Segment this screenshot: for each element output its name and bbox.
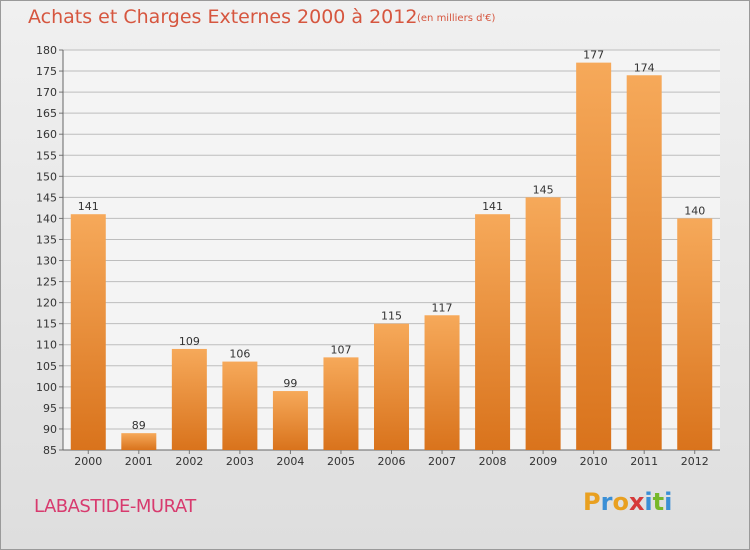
proxiti-logo: Proxiti (583, 488, 672, 516)
x-tick-label: 2008 (479, 455, 507, 468)
x-tick-label: 2010 (580, 455, 608, 468)
logo-letter: i (644, 488, 653, 516)
x-tick-label: 2001 (125, 455, 153, 468)
x-tick-label: 2003 (226, 455, 254, 468)
logo-letter: o (612, 488, 629, 516)
y-tick-label: 110 (36, 339, 57, 352)
data-label: 140 (684, 204, 705, 217)
x-tick-label: 2011 (630, 455, 658, 468)
y-tick-label: 155 (36, 149, 57, 162)
town-name: LABASTIDE-MURAT (34, 496, 196, 517)
y-tick-label: 130 (36, 255, 57, 268)
logo-letter: r (600, 488, 613, 516)
y-tick-label: 90 (43, 423, 57, 436)
y-tick-label: 160 (36, 128, 57, 141)
y-tick-label: 115 (36, 318, 57, 331)
data-label: 99 (283, 377, 297, 390)
data-label: 109 (179, 335, 200, 348)
data-label: 141 (482, 200, 503, 213)
y-tick-label: 95 (43, 402, 57, 415)
y-tick-label: 85 (43, 444, 57, 457)
bar (171, 348, 207, 450)
data-label: 174 (634, 61, 655, 74)
data-label: 117 (432, 301, 453, 314)
y-tick-label: 170 (36, 86, 57, 99)
bar (272, 391, 308, 450)
x-tick-label: 2002 (175, 455, 203, 468)
x-tick-label: 2004 (276, 455, 304, 468)
x-tick-label: 2005 (327, 455, 355, 468)
x-tick-label: 2009 (529, 455, 557, 468)
logo-letter: P (583, 488, 601, 516)
y-tick-label: 175 (36, 65, 57, 78)
bar (525, 197, 561, 450)
bar (121, 433, 157, 450)
y-tick-label: 145 (36, 191, 57, 204)
x-tick-label: 2012 (681, 455, 709, 468)
y-tick-label: 125 (36, 276, 57, 289)
data-label: 106 (229, 348, 250, 361)
data-label: 89 (132, 419, 146, 432)
y-tick-label: 150 (36, 170, 57, 183)
bar (424, 315, 460, 450)
bar (626, 75, 662, 451)
bar (374, 323, 409, 450)
logo-letter: x (628, 488, 645, 516)
y-tick-label: 180 (36, 44, 57, 57)
y-tick-label: 140 (36, 212, 57, 225)
y-tick-label: 120 (36, 297, 57, 310)
y-tick-label: 165 (36, 107, 57, 120)
bar (677, 218, 713, 450)
data-label: 115 (381, 310, 402, 323)
x-tick-label: 2006 (378, 455, 406, 468)
chart-title: Achats et Charges Externes 2000 à 2012 (28, 6, 418, 28)
data-label: 145 (533, 183, 554, 196)
data-label: 177 (583, 49, 604, 62)
bar (70, 214, 106, 450)
logo-letter: t (652, 488, 665, 516)
bar (222, 361, 258, 450)
y-tick-label: 105 (36, 360, 57, 373)
logo-letter: i (664, 488, 673, 516)
data-label: 107 (330, 343, 351, 356)
x-tick-label: 2000 (74, 455, 102, 468)
bar (576, 62, 612, 450)
data-label: 141 (78, 200, 99, 213)
y-tick-label: 135 (36, 233, 57, 246)
y-tick-label: 100 (36, 381, 57, 394)
chart-subtitle: (en milliers d'€) (417, 13, 496, 24)
x-tick-label: 2007 (428, 455, 456, 468)
bar (475, 214, 511, 450)
bar (323, 357, 359, 450)
